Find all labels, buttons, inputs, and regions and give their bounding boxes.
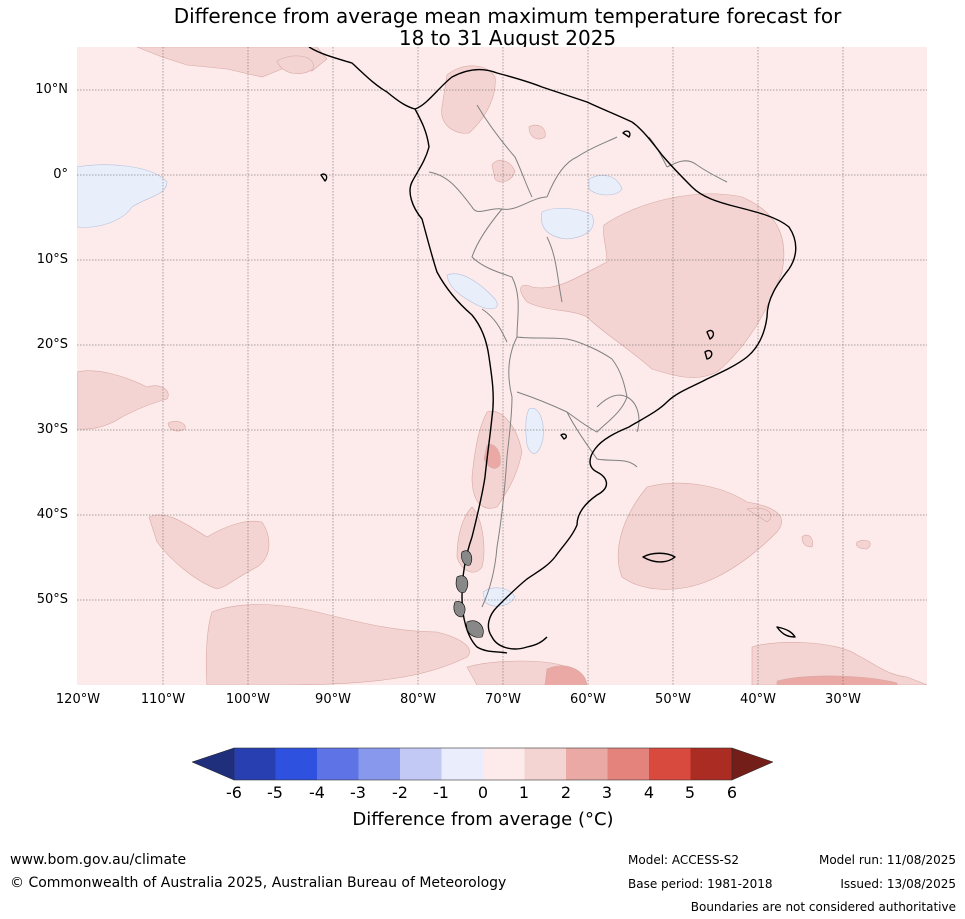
lat-label-10n: 10°N bbox=[35, 82, 68, 97]
colorbar-tick: 2 bbox=[560, 783, 572, 802]
colorbar-tick: -2 bbox=[392, 783, 408, 802]
colorbar-band-minus6-minus5 bbox=[234, 748, 276, 780]
colorbar-tick: 3 bbox=[601, 783, 613, 802]
lat-label-30s: 30°S bbox=[36, 422, 68, 437]
lat-label-20s: 20°S bbox=[36, 337, 68, 352]
colorbar-tick: 5 bbox=[684, 783, 696, 802]
colorbar-tick: 6 bbox=[726, 783, 738, 802]
colorbar-outline bbox=[233, 747, 733, 781]
map-title-line-2: 18 to 31 August 2025 bbox=[398, 26, 617, 50]
country-borders bbox=[428, 104, 728, 608]
colorbar-band-2-3 bbox=[566, 748, 608, 780]
map-panel bbox=[77, 47, 927, 685]
colorbar bbox=[192, 747, 774, 781]
anomaly-map bbox=[77, 47, 927, 685]
lat-label-50s: 50°S bbox=[36, 592, 68, 607]
southern-archipelago bbox=[453, 550, 484, 638]
model-name: Model: ACCESS-S2 bbox=[628, 853, 740, 867]
colorbar-band-minus1-0 bbox=[441, 748, 483, 780]
coastline bbox=[308, 47, 797, 654]
lon-label-90w: 90°W bbox=[315, 692, 351, 707]
lat-label-10s: 10°S bbox=[36, 252, 68, 267]
lon-label-70w: 70°W bbox=[485, 692, 521, 707]
colorbar-band-0-1 bbox=[483, 748, 525, 780]
colorbar-band-minus2-minus1 bbox=[400, 748, 442, 780]
map-gridlines bbox=[77, 47, 927, 685]
lon-label-30w: 30°W bbox=[825, 692, 861, 707]
colorbar-arrow-high bbox=[731, 747, 774, 781]
colorbar-tick: 1 bbox=[518, 783, 530, 802]
anomaly-positive-2-3 bbox=[483, 444, 898, 685]
issued-date: Issued: 13/08/2025 bbox=[840, 877, 956, 891]
colorbar-tick: -5 bbox=[267, 783, 283, 802]
colorbar-arrow-low bbox=[192, 747, 235, 781]
anomaly-negative-0-1 bbox=[77, 164, 623, 607]
colorbar-band-1-2 bbox=[524, 748, 566, 780]
map-title-line-1: Difference from average mean maximum tem… bbox=[173, 4, 842, 28]
lon-label-50w: 50°W bbox=[655, 692, 691, 707]
colorbar-tick: -6 bbox=[226, 783, 242, 802]
colorbar-tick: -1 bbox=[433, 783, 449, 802]
colorbar-band-5-6 bbox=[690, 748, 732, 780]
colorbar-band-3-4 bbox=[607, 748, 649, 780]
lon-label-40w: 40°W bbox=[740, 692, 776, 707]
copyright-text: © Commonwealth of Australia 2025, Austra… bbox=[10, 875, 507, 891]
colorbar-tick: 0 bbox=[477, 783, 489, 802]
lon-label-100w: 100°W bbox=[225, 692, 271, 707]
colorbar-label: Difference from average (°C) bbox=[352, 809, 614, 830]
colorbar-tick: 4 bbox=[643, 783, 655, 802]
boundaries-disclaimer: Boundaries are not considered authoritat… bbox=[690, 900, 956, 914]
lat-label-equator: 0° bbox=[53, 167, 68, 182]
colorbar-tick: -3 bbox=[350, 783, 366, 802]
lon-label-80w: 80°W bbox=[400, 692, 436, 707]
colorbar-band-minus4-minus3 bbox=[317, 748, 359, 780]
base-period: Base period: 1981-2018 bbox=[628, 877, 773, 891]
lat-label-40s: 40°S bbox=[36, 507, 68, 522]
lon-label-120w: 120°W bbox=[55, 692, 101, 707]
lon-label-60w: 60°W bbox=[570, 692, 606, 707]
colorbar-band-minus5-minus4 bbox=[275, 748, 317, 780]
colorbar-band-4-5 bbox=[649, 748, 691, 780]
lon-label-110w: 110°W bbox=[140, 692, 186, 707]
colorbar-tick: -4 bbox=[309, 783, 325, 802]
website-link[interactable]: www.bom.gov.au/climate bbox=[10, 852, 187, 868]
model-run-date: Model run: 11/08/2025 bbox=[818, 853, 956, 867]
colorbar-band-minus3-minus2 bbox=[358, 748, 400, 780]
anomaly-positive-1-2 bbox=[77, 47, 927, 685]
